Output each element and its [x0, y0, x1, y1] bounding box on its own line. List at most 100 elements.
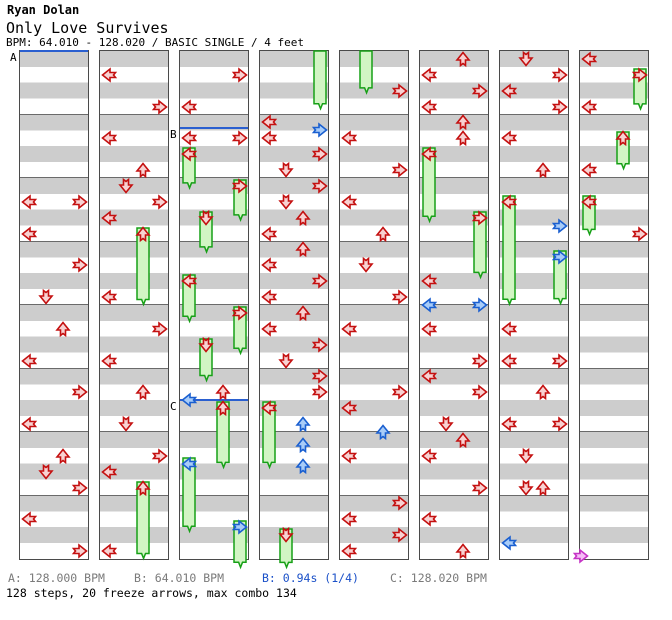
- left-arrow-icon: [100, 67, 117, 83]
- measure-divider: [20, 177, 88, 178]
- left-arrow-icon: [420, 67, 437, 83]
- measure-divider: [580, 494, 648, 496]
- left-arrow-icon: [100, 352, 117, 369]
- down-arrow-icon: [197, 336, 214, 353]
- right-arrow-icon: [391, 289, 408, 305]
- measure-divider: [500, 431, 568, 432]
- measure-divider: [340, 113, 408, 115]
- measure-divider: [180, 177, 248, 178]
- left-arrow-icon: [420, 448, 437, 464]
- measure-divider: [100, 367, 168, 369]
- left-arrow-icon: [260, 321, 277, 337]
- measure-divider: [500, 304, 568, 305]
- up-arrow-icon: [374, 225, 391, 242]
- left-arrow-icon: [340, 130, 357, 146]
- left-arrow-icon: [20, 194, 37, 210]
- left-arrow-icon: [500, 416, 517, 432]
- chart-column: [259, 50, 329, 560]
- bpm-marker-label-b: B: [170, 127, 177, 141]
- left-arrow-icon: [100, 464, 117, 480]
- left-arrow-icon: [580, 162, 597, 178]
- right-arrow-icon: [471, 210, 488, 226]
- left-arrow-icon: [260, 114, 277, 131]
- measure-divider: [180, 494, 248, 496]
- measure-divider: [500, 240, 568, 242]
- left-arrow-icon: [340, 543, 357, 559]
- left-arrow-icon: [20, 511, 37, 527]
- left-arrow-icon: [180, 392, 197, 408]
- bpm-difficulty-info: BPM: 64.010 - 128.020 / BASIC SINGLE / 4…: [6, 36, 305, 49]
- up-arrow-icon: [294, 416, 311, 433]
- measure-divider: [180, 431, 248, 432]
- down-arrow-icon: [277, 161, 294, 178]
- left-arrow-icon: [340, 400, 357, 416]
- right-arrow-icon: [391, 83, 408, 99]
- measure-divider: [100, 240, 168, 242]
- bpm-legend-segment: A: 128.000 BPM: [8, 571, 105, 585]
- chart-column: [579, 50, 649, 560]
- freeze-bar: [312, 50, 327, 111]
- right-arrow-icon: [471, 479, 488, 496]
- freeze-bar: [472, 210, 487, 280]
- left-arrow-icon: [580, 51, 597, 67]
- left-arrow-icon: [100, 130, 117, 146]
- measure-divider: [260, 304, 328, 305]
- chart-column: [499, 50, 569, 560]
- song-title: Only Love Survives: [6, 19, 169, 37]
- freeze-bar: [135, 226, 150, 307]
- down-arrow-icon: [277, 352, 294, 369]
- measure-divider: [260, 431, 328, 432]
- left-arrow-icon: [420, 511, 437, 527]
- right-arrow-icon: [151, 321, 168, 337]
- measure-divider: [420, 113, 488, 115]
- measure-divider: [580, 304, 648, 305]
- right-arrow-icon: [71, 479, 88, 496]
- measure-divider: [20, 304, 88, 305]
- left-arrow-icon: [340, 511, 357, 527]
- right-arrow-icon: [151, 194, 168, 210]
- left-arrow-icon: [100, 210, 117, 226]
- left-arrow-icon: [340, 321, 357, 337]
- right-arrow-icon: [551, 416, 568, 432]
- right-arrow-icon: [391, 495, 408, 512]
- freeze-bar: [181, 147, 196, 191]
- right-arrow-icon: [631, 67, 648, 83]
- bpm-marker-line-b: [180, 126, 248, 129]
- down-arrow-icon: [197, 209, 214, 226]
- up-arrow-icon: [534, 479, 551, 496]
- right-arrow-icon: [391, 527, 408, 543]
- right-arrow-icon: [311, 368, 328, 385]
- right-arrow-icon: [391, 384, 408, 400]
- right-arrow-icon: [391, 162, 408, 178]
- left-arrow-icon: [260, 400, 277, 416]
- left-arrow-icon: [420, 98, 437, 115]
- right-arrow-icon: [151, 448, 168, 464]
- measure-divider: [420, 431, 488, 432]
- left-arrow-icon: [340, 448, 357, 464]
- freeze-bar: [501, 195, 516, 307]
- up-arrow-icon: [374, 424, 391, 441]
- up-arrow-icon: [454, 432, 471, 449]
- measure-divider: [260, 367, 328, 369]
- right-arrow-icon: [471, 297, 488, 313]
- right-arrow-icon: [572, 548, 589, 564]
- up-arrow-icon: [214, 384, 231, 401]
- left-arrow-icon: [180, 456, 197, 472]
- left-arrow-icon: [100, 289, 117, 305]
- measure-divider: [500, 177, 568, 178]
- up-arrow-icon: [294, 437, 311, 454]
- measure-divider: [500, 367, 568, 369]
- measure-divider: [100, 113, 168, 115]
- left-arrow-icon: [260, 257, 277, 273]
- down-arrow-icon: [37, 463, 54, 480]
- measure-divider: [500, 494, 568, 496]
- right-arrow-icon: [551, 67, 568, 83]
- measure-divider: [260, 177, 328, 178]
- left-arrow-icon: [20, 225, 37, 242]
- measure-divider: [260, 113, 328, 115]
- measure-divider: [340, 304, 408, 305]
- down-arrow-icon: [517, 479, 534, 496]
- down-arrow-icon: [37, 288, 54, 305]
- up-arrow-icon: [294, 458, 311, 475]
